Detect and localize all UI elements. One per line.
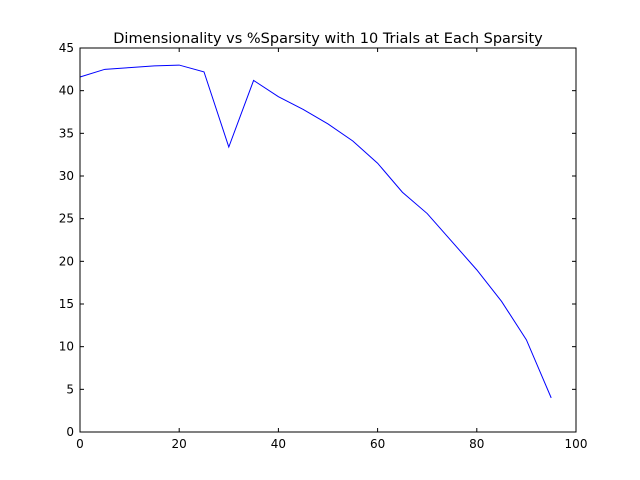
y-tick-label: 5: [66, 382, 74, 396]
y-tick-label: 25: [59, 212, 74, 226]
x-tick-label: 80: [469, 437, 484, 451]
y-tick-label: 45: [59, 41, 74, 55]
chart-title: Dimensionality vs %Sparsity with 10 Tria…: [113, 31, 543, 47]
y-tick-label: 40: [59, 84, 74, 98]
y-tick-label: 20: [59, 254, 74, 268]
series-group: [79, 64, 552, 399]
y-tick-label: 30: [59, 169, 74, 183]
y-tick-label: 15: [59, 297, 74, 311]
x-tick-label: 100: [565, 437, 588, 451]
x-tick-label: 60: [370, 437, 385, 451]
axis-ticks: 0 20 40 60 80 100 0 5 10 15 20 25 30 35 40 45: [59, 41, 588, 451]
x-tick-label: 20: [172, 437, 187, 451]
x-tick-label: 40: [271, 437, 286, 451]
y-tick-label: 0: [66, 425, 74, 439]
series-line: [79, 64, 552, 399]
y-tick-label: 10: [59, 340, 74, 354]
x-tick-label: 0: [76, 437, 84, 451]
plot-frame: [79, 47, 577, 433]
y-tick-label: 35: [59, 126, 74, 140]
